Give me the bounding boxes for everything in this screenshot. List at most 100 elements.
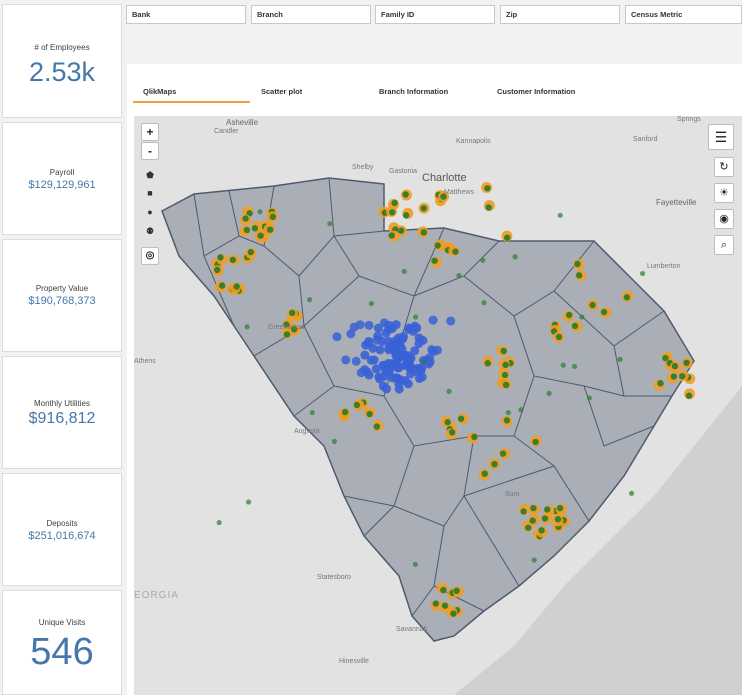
customer-marker[interactable] [554,516,562,523]
visit-marker[interactable] [341,355,351,365]
visit-marker[interactable] [389,360,399,370]
customer-marker[interactable] [628,490,635,496]
customer-marker[interactable] [617,356,623,362]
visit-marker[interactable] [349,322,359,332]
visit-marker[interactable] [392,373,402,383]
visit-marker[interactable] [428,315,438,325]
customer-marker[interactable] [444,419,451,426]
customer-marker[interactable] [420,229,427,236]
customer-marker[interactable] [450,610,457,617]
refresh-icon[interactable]: ↻ [714,157,734,177]
customer-marker[interactable] [283,321,290,328]
customer-marker[interactable] [532,438,539,446]
customer-marker[interactable] [446,388,452,394]
visit-marker[interactable] [406,354,416,364]
customer-marker[interactable] [242,215,249,222]
customer-marker[interactable] [421,359,427,365]
zoom-out-button[interactable]: - [141,142,159,160]
visit-marker[interactable] [398,350,408,360]
visit-marker[interactable] [379,318,389,328]
customer-marker[interactable] [480,257,486,263]
customer-marker[interactable] [432,600,440,607]
customer-marker[interactable] [485,204,492,211]
customer-marker[interactable] [530,504,537,512]
customer-marker[interactable] [366,410,373,418]
customer-marker[interactable] [214,266,221,274]
customer-marker[interactable] [512,254,518,260]
customer-marker[interactable] [481,300,487,306]
customer-marker[interactable] [449,429,456,436]
customer-marker[interactable] [586,395,593,401]
customer-marker[interactable] [243,226,251,234]
customer-marker[interactable] [244,324,250,330]
customer-marker[interactable] [288,309,296,317]
kpi-employees[interactable]: # of Employees 2.53k [2,4,122,118]
customer-marker[interactable] [575,272,583,279]
filter-family-id[interactable]: Family ID [375,5,495,24]
visit-marker[interactable] [368,343,378,353]
visit-marker[interactable] [372,335,382,345]
customer-marker[interactable] [257,232,264,239]
customer-marker[interactable] [246,210,253,217]
customer-marker[interactable] [440,586,447,594]
customer-marker[interactable] [556,504,564,512]
visit-marker[interactable] [362,367,372,377]
customer-marker[interactable] [579,314,585,320]
customer-marker[interactable] [571,322,579,330]
customer-marker[interactable] [502,361,509,369]
customer-marker[interactable] [505,409,511,416]
customer-marker[interactable] [402,212,410,219]
filter-bank[interactable]: Bank [126,5,246,24]
customer-marker[interactable] [574,260,581,268]
customer-marker[interactable] [257,209,263,215]
visit-marker[interactable] [360,350,370,360]
customer-marker[interactable] [499,450,507,457]
search-icon[interactable]: ⌕ [714,235,734,255]
zoom-in-button[interactable]: + [141,123,159,141]
sun-icon[interactable]: ☀ [714,183,734,203]
customer-marker[interactable] [557,212,563,218]
customer-marker[interactable] [457,415,465,422]
customer-marker[interactable] [683,359,690,367]
customer-marker[interactable] [401,268,407,275]
visit-marker[interactable] [378,381,388,391]
customer-marker[interactable] [389,209,396,216]
visit-marker[interactable] [390,336,400,346]
customer-marker[interactable] [560,362,566,368]
customer-marker[interactable] [353,401,361,409]
customer-marker[interactable] [233,283,240,290]
customer-marker[interactable] [657,380,664,387]
filter-branch[interactable]: Branch [251,5,371,24]
kpi-property-value[interactable]: Property Value $190,768,373 [2,239,122,352]
customer-marker[interactable] [589,301,596,309]
customer-marker[interactable] [368,300,375,307]
customer-marker[interactable] [283,331,291,338]
customer-marker[interactable] [402,191,409,198]
customer-marker[interactable] [218,282,226,289]
customer-marker[interactable] [309,409,315,416]
circle-icon[interactable]: ● [147,207,153,217]
customer-marker[interactable] [555,333,563,341]
target-icon[interactable]: ◎ [141,247,159,265]
customer-marker[interactable] [397,227,405,234]
customer-marker[interactable] [491,460,498,468]
tab-qlikmaps[interactable]: QlikMaps [143,87,177,96]
visit-marker[interactable] [391,350,401,360]
visit-marker[interactable] [346,329,356,339]
visit-marker[interactable] [364,320,374,330]
customer-marker[interactable] [331,438,338,444]
kpi-payroll[interactable]: Payroll $129,129,961 [2,122,122,235]
customer-marker[interactable] [501,371,509,379]
customer-marker[interactable] [484,360,491,367]
visit-marker[interactable] [399,331,409,341]
customer-marker[interactable] [543,506,551,513]
customer-marker[interactable] [306,297,313,303]
visit-marker[interactable] [412,323,422,333]
visit-marker[interactable] [404,323,414,333]
customer-marker[interactable] [452,248,459,255]
filter-zip[interactable]: Zip [500,5,620,24]
customer-marker[interactable] [520,508,527,515]
customer-marker[interactable] [518,407,524,413]
customer-marker[interactable] [251,225,259,232]
customer-marker[interactable] [471,433,478,441]
